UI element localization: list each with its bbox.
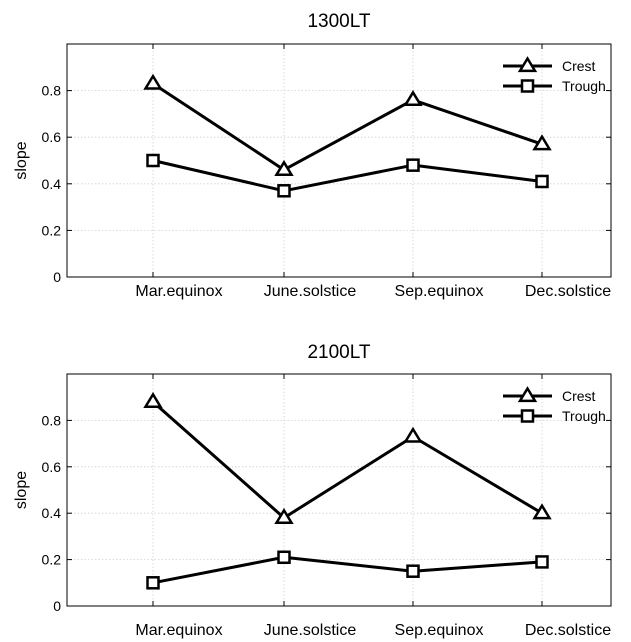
chart-1-ytick-label-0: 0 [53,598,61,614]
chart-1-ytick-label-3: 0.6 [42,459,62,475]
chart-0-ylabel: slope [13,141,30,179]
chart-0-series-trough-marker-3 [535,174,549,189]
chart-0-ytick-label-1: 0.2 [42,222,62,238]
chart-0-legend-trough-label: Trough [562,78,606,94]
chart-1-series-crest-marker-2 [403,426,423,443]
chart-0-legend-trough-marker-0 [520,79,535,93]
chart-1-xtick-label-1: June.solstice [264,622,357,639]
chart-1-series-trough-marker-0 [146,576,160,590]
chart-0-axes-frame [66,43,612,278]
chart-0-series-crest-marker-0 [143,73,163,90]
chart-panel-2100lt: 0 0.2 0.4 0.6 0.8 Mar.equinox June.solstice Sep… [13,342,612,639]
chart-0-xtick-label-1: June.solstice [264,283,357,300]
chart-1-series-crest-marker-0 [143,391,163,408]
chart-0-title: 1300LT [307,11,370,32]
chart-0-series-trough-marker-0 [146,153,160,168]
chart-0-series-crest-marker-3 [532,134,552,151]
chart-1-title: 2100LT [307,342,370,363]
chart-1-legend-trough-marker-0 [520,409,535,423]
chart-0-xtick-label-2: Sep.equinox [395,283,484,300]
chart-0-series-trough-marker-2 [406,158,420,172]
chart-1-series-crest-marker-3 [532,503,552,520]
chart-0-xtick-label-3: Dec.solstice [525,283,611,300]
chart-1-series-trough-marker-1 [277,550,291,565]
chart-0-ytick-label-4: 0.8 [42,83,62,99]
chart-1-series-crest-line [152,400,543,520]
chart-1-legend-crest-label: Crest [562,388,596,404]
chart-1-ylabel: slope [13,471,30,509]
chart-0-legend-crest-label: Crest [562,58,596,74]
chart-0-ytick-label-3: 0.6 [42,129,62,145]
chart-1-series-trough-line [152,555,543,585]
chart-1-xtick-label-0: Mar.equinox [135,622,222,639]
chart-0-ytick-label-2: 0.4 [42,176,62,192]
chart-1-axes-frame [66,373,612,607]
chart-1-series-trough-marker-3 [535,555,549,569]
chart-0-series-crest-marker-2 [403,90,423,107]
chart-0-series-trough-line [152,159,543,193]
chart-1-series-trough-marker-2 [406,564,420,578]
chart-1-xtick-label-2: Sep.equinox [395,622,484,639]
chart-1-ytick-label-2: 0.4 [42,505,62,521]
chart-1-ytick-label-1: 0.2 [42,552,62,568]
chart-0-series-trough-marker-1 [277,184,291,198]
chart-0-legend-crest-marker-0 [517,56,538,73]
chart-0-ytick-label-0: 0 [53,269,61,285]
chart-1-ytick-label-4: 0.8 [42,412,62,428]
chart-0-xtick-label-0: Mar.equinox [135,283,222,300]
chart-1-xtick-label-3: Dec.solstice [525,622,611,639]
chart-1-series-crest-marker-1 [274,507,294,524]
chart-1-legend-trough-label: Trough [562,408,606,424]
chart-0-series-crest-marker-1 [274,159,294,176]
chart-0-series-crest-line [152,82,543,172]
chart-1-legend-crest-marker-0 [517,386,538,403]
chart-panel-1300lt: 0 0.2 0.4 0.6 0.8 Mar.equinox June.solstice Sep… [13,11,612,300]
